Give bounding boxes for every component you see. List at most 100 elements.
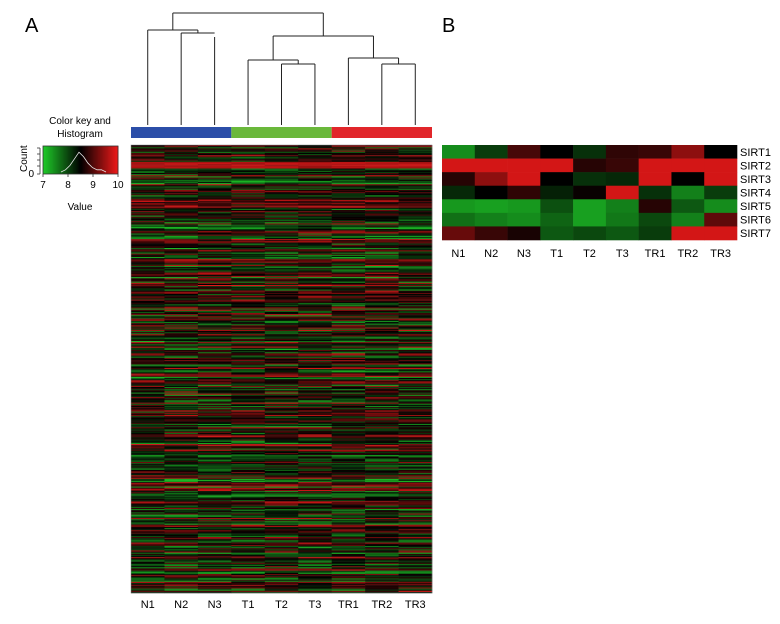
heatmap-a-cell (131, 241, 165, 243)
heatmap-a-cell (231, 253, 266, 256)
heatmap-a-cell (365, 326, 399, 328)
heatmap-a-cell (197, 204, 232, 206)
heatmap-a-cell (164, 243, 199, 245)
heatmap-a-cell (231, 324, 266, 326)
heatmap-a-cell (131, 146, 165, 148)
color-key-swatch (78, 146, 80, 174)
heatmap-a-cell (231, 435, 266, 437)
heatmap-a-cell (131, 504, 165, 506)
heatmap-a-cell (398, 420, 433, 422)
heatmap-a-cell (164, 473, 199, 475)
heatmap-a-cell (298, 466, 332, 468)
heatmap-a-cell (197, 221, 232, 223)
heatmap-a-cell (398, 310, 433, 313)
heatmap-a-cell (197, 544, 232, 547)
heatmap-a-cell (331, 156, 366, 158)
heatmap-a-cell (331, 559, 366, 561)
heatmap-a-cell (197, 151, 232, 154)
heatmap-a-cell (298, 532, 332, 534)
heatmap-a-cell (197, 373, 232, 375)
heatmap-a-cell (365, 456, 399, 458)
color-key-swatch (105, 146, 108, 174)
heatmap-a-cell (331, 317, 366, 319)
heatmap-a-cell (264, 528, 299, 530)
heatmap-a-cell (264, 168, 299, 170)
heatmap-a-cell (131, 173, 165, 175)
heatmap-a-cell (331, 425, 366, 427)
heatmap-a-cell (331, 588, 366, 590)
heatmap-a-cell (398, 278, 433, 280)
group-color-bar (131, 127, 432, 138)
heatmap-a-cell (365, 166, 399, 168)
heatmap-a-cell (131, 352, 165, 354)
heatmap-a-cell (197, 286, 232, 288)
heatmap-a-cell (264, 472, 299, 474)
heatmap-a-cell (398, 448, 433, 450)
heatmap-a-cell (398, 317, 433, 319)
heatmap-a-cell (264, 188, 299, 191)
heatmap-a-cell (164, 563, 199, 566)
heatmap-a-cell (298, 587, 332, 589)
heatmap-a-cell (365, 222, 399, 224)
heatmap-a-cell (331, 544, 366, 547)
heatmap-a-cell (197, 307, 232, 309)
heatmap-b-cell (638, 199, 672, 214)
heatmap-a-cell (398, 495, 433, 497)
heatmap-a-cell (398, 356, 433, 359)
heatmap-a-cell (164, 173, 199, 175)
heatmap-a-cell (298, 444, 332, 446)
heatmap-a-cell (197, 249, 232, 251)
heatmap-a-cell (398, 280, 433, 282)
heatmap-a-cell (331, 293, 366, 296)
heatmap-a-cell (398, 166, 433, 168)
heatmap-a-cell (231, 580, 266, 583)
color-key-swatch (60, 146, 63, 174)
heatmap-a-cell (164, 176, 199, 178)
heatmap-a-cell (197, 451, 232, 454)
heatmap-a-cell (264, 245, 299, 248)
heatmap-a-cell (164, 413, 199, 416)
color-key-histogram (60, 151, 107, 173)
heatmap-a-cell (131, 341, 165, 343)
heatmap-a-cell (131, 269, 165, 271)
heatmap-a-cell (331, 435, 366, 437)
heatmap-a-cell (197, 244, 232, 247)
heatmap-a-cell (131, 489, 165, 492)
heatmap-a-cell (197, 234, 232, 236)
heatmap-a-cell (298, 196, 332, 198)
color-key-x-tick-label: 9 (90, 180, 96, 191)
heatmap-b-cell (507, 199, 541, 214)
heatmap-a-cell (131, 381, 165, 383)
heatmap-a-cell (197, 236, 232, 239)
heatmap-a-cell (398, 168, 433, 170)
heatmap-a-cell (164, 335, 199, 337)
heatmap-a-cell (365, 343, 399, 345)
heatmap-a-cell (197, 216, 232, 219)
heatmap-a (130, 144, 433, 594)
heatmap-a-cell (398, 263, 433, 266)
heatmap-a-cell (231, 159, 266, 161)
heatmap-b-cell (507, 172, 541, 187)
heatmap-a-cell (231, 308, 266, 310)
heatmap-a-cell (131, 290, 165, 292)
color-key-swatch (106, 146, 109, 174)
heatmap-a-cell (197, 570, 232, 572)
heatmap-a-cell (331, 461, 366, 464)
heatmap-a-cell (164, 516, 199, 519)
heatmap-a-cell (131, 265, 165, 268)
heatmap-a-cell (231, 209, 266, 212)
heatmap-a-cell (298, 159, 332, 161)
heatmap-a-cell (231, 211, 266, 213)
heatmap-a-cell (131, 569, 165, 571)
heatmap-a-cell (365, 416, 399, 418)
heatmap-a-cell (197, 162, 232, 165)
heatmap-a-cell (231, 440, 266, 443)
heatmap-a-cell (298, 501, 332, 503)
heatmap-a-cell (264, 225, 299, 228)
heatmap-a-cell (331, 437, 366, 439)
heatmap-a-cell (197, 297, 232, 299)
heatmap-a-cell (398, 557, 433, 559)
heatmap-a-cell (164, 478, 199, 481)
heatmap-a-cell (298, 258, 332, 260)
heatmap-a-cell (298, 422, 332, 425)
